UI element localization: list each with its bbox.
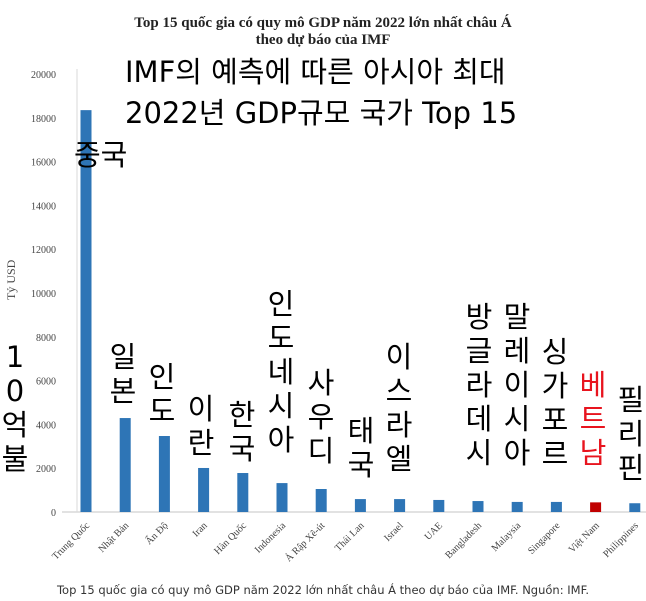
chart-title-line2: theo dự báo của IMF: [255, 32, 391, 48]
bar-7: [354, 499, 366, 512]
chart-title: Top 15 quốc gia có quy mô GDP năm 2022 l…: [134, 15, 512, 31]
x-tick-label: Ấn Độ: [142, 519, 170, 547]
y-tick-label: 20000: [31, 70, 56, 81]
bar-8: [394, 499, 406, 512]
overlay-label-israel: 이스라엘: [385, 340, 413, 476]
overlay-label-vietnam: 베트남: [579, 368, 607, 470]
overlay-label-indonesia: 인도네시아: [267, 287, 295, 457]
overlay-label-malaysia: 말레이시아: [503, 300, 531, 470]
x-tick-label: Nhật Bản: [97, 520, 132, 555]
y-tick-label: 16000: [31, 158, 56, 169]
bar-12: [550, 501, 562, 512]
bar-14: [629, 503, 641, 512]
overlay-label-saudi: 사우디: [307, 366, 335, 468]
x-tick-label: Iran: [191, 520, 210, 539]
overlay-label-china: 중국: [74, 138, 128, 172]
bar-13: [590, 502, 602, 512]
y-tick-label: 12000: [31, 245, 56, 256]
bar-6: [315, 489, 327, 512]
overlay-line2: 2022년 GDP규모 국가 Top 15: [125, 96, 518, 130]
x-tick-label: Malaysia: [490, 520, 524, 554]
overlay-label-india: 인도: [148, 360, 176, 428]
bar-10: [472, 501, 484, 512]
bar-4: [237, 473, 249, 512]
overlay-label-korea: 한국: [228, 398, 256, 466]
x-tick-label: Ả Rập Xê-út: [283, 519, 328, 564]
y-tick-label: 10000: [31, 289, 56, 300]
y-tick-label: 18000: [31, 114, 56, 125]
bar-3: [198, 467, 210, 512]
overlay-label-philippines: 필리핀: [617, 383, 645, 485]
caption: Top 15 quốc gia có quy mô GDP năm 2022 l…: [56, 583, 589, 597]
y-tick-label: 0: [51, 508, 56, 519]
y-tick-label: 14000: [31, 201, 56, 212]
y-tick-label: 6000: [36, 377, 56, 388]
x-tick-label: Bangladesh: [443, 520, 484, 561]
bar-11: [511, 501, 523, 512]
x-tick-label: Việt Nam: [567, 520, 602, 555]
x-tick-label: Trung Quốc: [50, 520, 92, 562]
x-tick-label: Israel: [382, 520, 406, 544]
overlay-label-thailand: 태국: [347, 414, 375, 482]
bar-2: [158, 436, 170, 512]
y-tick-label: 8000: [36, 333, 56, 344]
overlay-label-iran: 이란: [187, 392, 215, 460]
overlay-line1: IMF의 예측에 따른 아시아 최대: [125, 55, 506, 89]
x-tick-label: Thái Lan: [333, 520, 366, 553]
bar-9: [433, 499, 445, 512]
overlay-label-singapore: 싱가포르: [541, 335, 569, 471]
bar-0: [80, 110, 92, 512]
overlay-unit: 10억불: [1, 340, 29, 476]
x-tick-label: Hàn Quốc: [212, 520, 249, 557]
y-tick-label: 2000: [36, 464, 56, 475]
overlay-label-japan: 일본: [109, 340, 137, 408]
overlay-label-bangladesh: 방글라데시: [465, 300, 493, 470]
x-tick-label: Singapore: [526, 520, 563, 557]
bar-5: [276, 483, 288, 512]
bar-1: [119, 418, 131, 512]
y-tick-label: 4000: [36, 420, 56, 431]
x-tick-label: UAE: [423, 520, 445, 542]
x-tick-label: Philippines: [601, 520, 641, 560]
x-tick-label: Indonesia: [253, 520, 289, 556]
y-axis-label: Tỷ USD: [4, 259, 18, 300]
